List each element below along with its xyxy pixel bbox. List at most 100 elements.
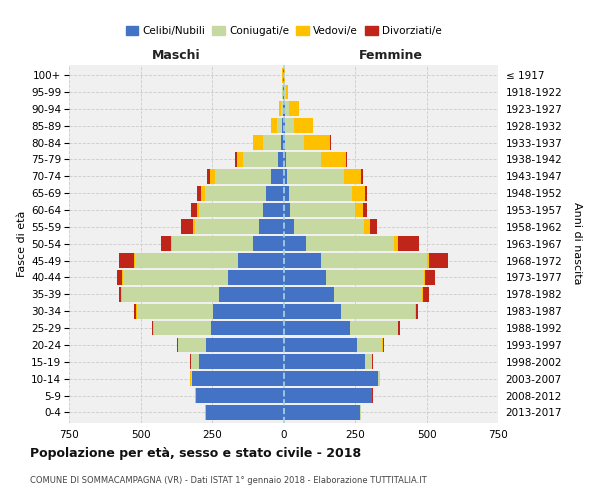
Bar [289, 186, 352, 200]
Bar [201, 186, 205, 200]
Bar [379, 371, 380, 386]
Bar [326, 270, 424, 285]
Bar [154, 320, 211, 336]
Bar [171, 236, 172, 251]
Bar [122, 270, 124, 285]
Bar [277, 118, 282, 133]
Bar [195, 220, 259, 234]
Y-axis label: Fasce di età: Fasce di età [17, 210, 27, 277]
Bar [284, 118, 285, 133]
Bar [284, 388, 371, 403]
Bar [191, 354, 199, 369]
Bar [172, 236, 253, 251]
Bar [330, 135, 331, 150]
Bar [152, 320, 154, 336]
Legend: Celibi/Nubili, Coniugati/e, Vedovi/e, Divorziati/e: Celibi/Nubili, Coniugati/e, Vedovi/e, Di… [121, 22, 446, 40]
Bar [350, 320, 398, 336]
Bar [206, 405, 284, 420]
Bar [285, 118, 294, 133]
Bar [284, 236, 306, 251]
Bar [294, 118, 313, 133]
Bar [284, 287, 334, 302]
Bar [370, 220, 377, 234]
Bar [284, 202, 290, 218]
Bar [282, 118, 284, 133]
Bar [286, 84, 288, 100]
Bar [205, 186, 266, 200]
Bar [134, 253, 135, 268]
Bar [306, 236, 394, 251]
Bar [284, 320, 350, 336]
Bar [281, 102, 283, 116]
Bar [284, 152, 286, 167]
Bar [215, 169, 271, 184]
Bar [210, 169, 215, 184]
Bar [196, 388, 284, 403]
Bar [429, 253, 448, 268]
Bar [191, 371, 192, 386]
Bar [284, 354, 365, 369]
Bar [284, 186, 289, 200]
Bar [320, 253, 427, 268]
Bar [357, 338, 382, 352]
Bar [341, 304, 415, 318]
Bar [355, 202, 363, 218]
Bar [361, 169, 363, 184]
Bar [192, 371, 284, 386]
Bar [284, 371, 379, 386]
Y-axis label: Anni di nascita: Anni di nascita [572, 202, 582, 285]
Bar [206, 338, 284, 352]
Bar [284, 220, 295, 234]
Text: Popolazione per età, sesso e stato civile - 2018: Popolazione per età, sesso e stato civil… [30, 448, 361, 460]
Bar [365, 186, 367, 200]
Bar [235, 152, 237, 167]
Bar [219, 287, 284, 302]
Bar [214, 304, 284, 318]
Bar [263, 135, 281, 150]
Bar [346, 152, 347, 167]
Bar [228, 270, 284, 285]
Bar [334, 287, 422, 302]
Bar [278, 152, 284, 167]
Bar [427, 253, 429, 268]
Bar [304, 135, 330, 150]
Bar [119, 253, 134, 268]
Bar [363, 202, 367, 218]
Bar [259, 220, 284, 234]
Bar [289, 102, 299, 116]
Bar [398, 320, 400, 336]
Bar [425, 270, 435, 285]
Bar [242, 152, 278, 167]
Bar [238, 253, 284, 268]
Bar [253, 135, 263, 150]
Bar [122, 287, 219, 302]
Bar [422, 287, 424, 302]
Bar [287, 169, 344, 184]
Bar [394, 236, 398, 251]
Bar [416, 304, 418, 318]
Bar [295, 220, 364, 234]
Bar [178, 338, 206, 352]
Bar [135, 253, 238, 268]
Bar [199, 202, 263, 218]
Bar [137, 304, 214, 318]
Bar [237, 152, 242, 167]
Bar [284, 135, 285, 150]
Bar [266, 186, 284, 200]
Bar [284, 84, 286, 100]
Bar [199, 354, 284, 369]
Bar [398, 236, 419, 251]
Bar [352, 186, 365, 200]
Bar [344, 169, 361, 184]
Bar [283, 102, 284, 116]
Bar [285, 135, 304, 150]
Bar [271, 118, 277, 133]
Bar [424, 270, 425, 285]
Bar [365, 354, 372, 369]
Text: Femmine: Femmine [359, 50, 423, 62]
Bar [197, 202, 199, 218]
Bar [191, 202, 197, 218]
Bar [207, 169, 210, 184]
Bar [118, 270, 122, 285]
Bar [284, 338, 357, 352]
